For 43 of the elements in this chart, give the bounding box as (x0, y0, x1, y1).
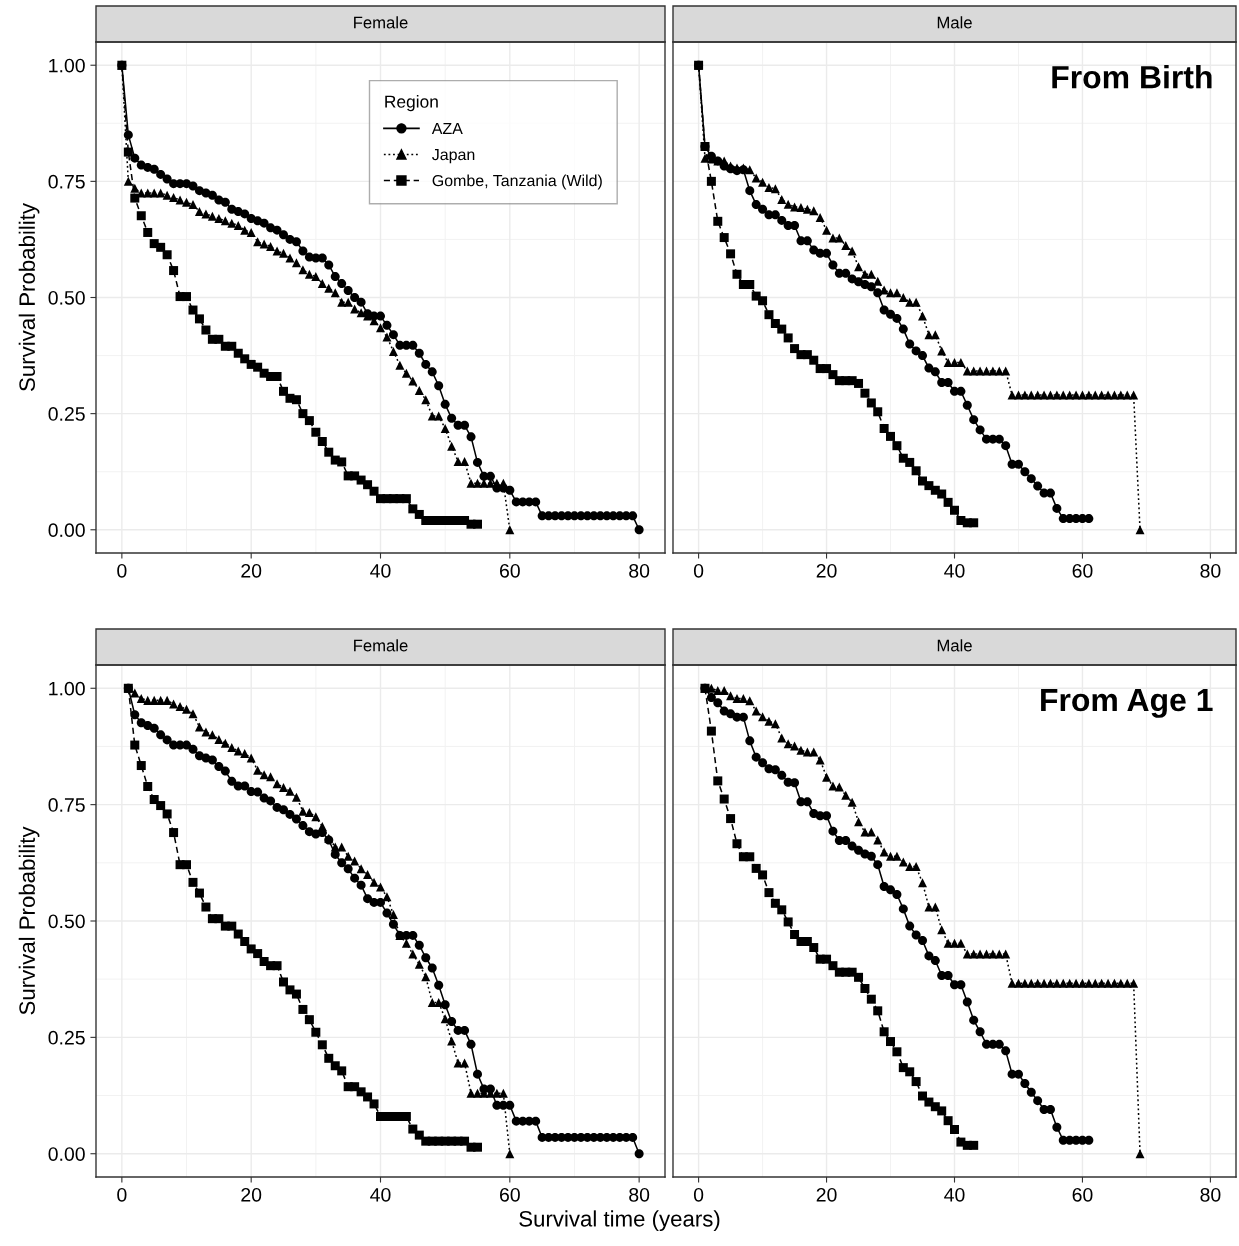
legend-title: Region (385, 95, 438, 112)
x-tick-label: 20 (241, 563, 262, 578)
x-tick-label: 80 (1200, 1187, 1221, 1202)
y-tick-label: 0.50 (48, 290, 85, 305)
x-tick-label: 40 (370, 1187, 391, 1202)
y-tick-label: 0.75 (48, 174, 85, 189)
x-tick-label: 80 (629, 563, 650, 578)
chart-title: Male (937, 16, 972, 29)
chart-title: Female (354, 16, 408, 29)
x-tick-label: 20 (816, 1187, 837, 1202)
legend-label: Gombe, Tanzania (Wild) (432, 174, 602, 190)
y-axis-title: Survival Probability (18, 203, 40, 391)
y-tick-label: 0.25 (48, 1030, 85, 1045)
x-tick-label: 20 (241, 1187, 262, 1202)
x-tick-label: 40 (944, 563, 965, 578)
x-tick-label: 0 (117, 1187, 127, 1202)
y-tick-label: 0.00 (48, 523, 85, 538)
x-tick-label: 80 (629, 1187, 650, 1202)
x-tick-label: 40 (944, 1187, 965, 1202)
x-tick-label: 40 (370, 563, 391, 578)
x-tick-label: 60 (1072, 1187, 1093, 1202)
chart-title: Female (354, 639, 408, 652)
x-tick-label: 20 (816, 563, 837, 578)
chart-title: Male (937, 639, 972, 652)
y-tick-label: 0.50 (48, 914, 85, 929)
legend-label: AZA (431, 122, 463, 134)
annotation: From Birth (1052, 65, 1212, 89)
x-axis-title: Survival time (years) (519, 1210, 720, 1232)
y-tick-label: 0.25 (48, 407, 85, 421)
x-tick-label: 0 (117, 563, 127, 578)
x-tick-label: 60 (499, 1187, 520, 1202)
annotation: From Age 1 (1041, 689, 1213, 718)
y-axis-title: Survival Probability (18, 826, 40, 1015)
x-tick-label: 80 (1200, 563, 1221, 578)
y-tick-label: 0.75 (48, 798, 85, 812)
legend-label: Japan (432, 149, 475, 164)
y-tick-label: 0.00 (48, 1147, 85, 1161)
x-tick-label: 0 (693, 563, 704, 578)
x-tick-label: 60 (499, 563, 520, 578)
y-tick-label: 1.00 (49, 681, 85, 696)
x-tick-label: 0 (693, 1187, 704, 1202)
y-tick-label: 1.00 (49, 58, 85, 73)
x-tick-label: 60 (1072, 563, 1093, 578)
